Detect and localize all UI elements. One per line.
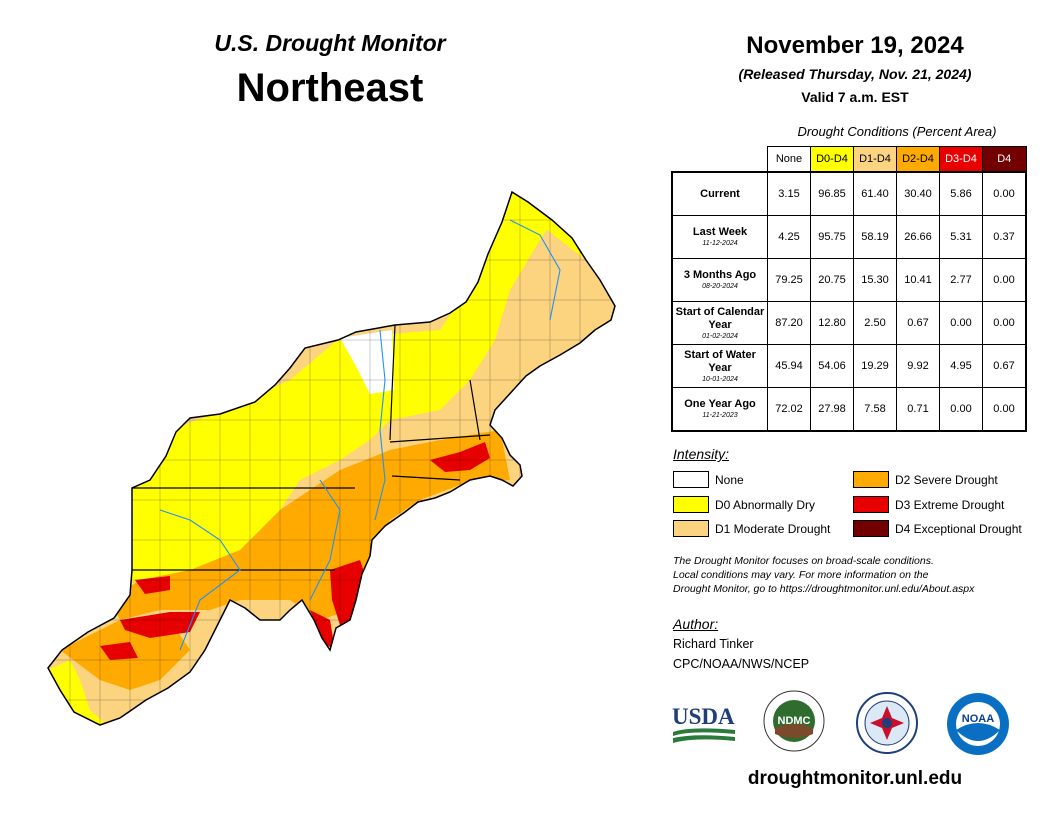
table-cell: 27.98 (810, 387, 854, 432)
legend-heading: Intensity: (673, 446, 730, 462)
disclaimer-note: The Drought Monitor focuses on broad-sca… (673, 554, 1043, 596)
table-cell: 26.66 (896, 215, 940, 259)
legend-swatch-d4 (853, 520, 889, 537)
table-cell: 0.37 (982, 215, 1027, 259)
table-cell: 87.20 (767, 301, 811, 345)
noaa-logo: NOAA (947, 693, 1009, 755)
legend-label: None (715, 472, 744, 487)
legend-swatch-d0 (673, 496, 709, 513)
table-cell: 79.25 (767, 258, 811, 302)
table-cell: 10.41 (896, 258, 940, 302)
row-label-current: Current (671, 171, 768, 216)
nws-logo (856, 692, 918, 754)
row-label-last-week: Last Week 11-12-2024 (671, 215, 768, 259)
table-row: Start of Water Year 10-01-2024 45.94 54.0… (671, 344, 1027, 388)
legend-swatch-d2 (853, 471, 889, 488)
legend-item-d0: D0 Abnormally Dry (673, 496, 815, 513)
table-cell: 0.71 (896, 387, 940, 432)
legend-item-d1: D1 Moderate Drought (673, 520, 830, 537)
table-cell: 19.29 (853, 344, 897, 388)
legend-label: D1 Moderate Drought (715, 521, 831, 536)
release-date: (Released Thursday, Nov. 21, 2024) (738, 66, 972, 82)
table-corner (672, 147, 768, 173)
table-cell: 0.00 (982, 387, 1027, 432)
table-cell: 72.02 (767, 387, 811, 432)
table-cell: 5.31 (939, 215, 983, 259)
legend-item-none: None (673, 471, 744, 488)
col-header-none: None (767, 146, 811, 173)
col-header-d0-d4: D0-D4 (810, 146, 854, 173)
legend-label: D3 Extreme Drought (895, 497, 1005, 512)
table-cell: 0.67 (896, 301, 940, 345)
table-cell: 0.00 (939, 387, 983, 432)
table-cell: 2.77 (939, 258, 983, 302)
row-label-3-months-ago: 3 Months Ago 08-20-2024 (671, 258, 768, 302)
table-cell: 20.75 (810, 258, 854, 302)
table-cell: 58.19 (853, 215, 897, 259)
row-label-start-of-calendar-year: Start of Calendar Year 01-02-2024 (671, 301, 768, 345)
table-cell: 7.58 (853, 387, 897, 432)
ndmc-logo: NDMC (763, 690, 825, 752)
table-caption: Drought Conditions (Percent Area) (797, 124, 997, 139)
table-cell: 95.75 (810, 215, 854, 259)
noaa-logo-text: NOAA (962, 713, 994, 725)
table-cell: 0.67 (982, 344, 1027, 388)
table-cell: 0.00 (939, 301, 983, 345)
drought-conditions-table: None D0-D4 D1-D4 D2-D4 D3-D4 D4 Current … (671, 146, 1027, 432)
table-cell: 0.00 (982, 258, 1027, 302)
table-row: One Year Ago 11-21-2023 72.02 27.98 7.58 … (671, 387, 1027, 432)
valid-time: Valid 7 a.m. EST (801, 89, 909, 105)
table-row: Current 3.15 96.85 61.40 30.40 5.86 0.00 (671, 171, 1027, 216)
row-label-one-year-ago: One Year Ago 11-21-2023 (671, 387, 768, 432)
footer-url[interactable]: droughtmonitor.unl.edu (747, 768, 963, 789)
map-date: November 19, 2024 (746, 32, 964, 59)
usda-logo-text: USDA (672, 704, 735, 729)
table-cell: 45.94 (767, 344, 811, 388)
legend-swatch-d1 (673, 520, 709, 537)
usda-logo: USDA (672, 704, 735, 743)
table-cell: 96.85 (810, 171, 854, 216)
col-header-d4: D4 (982, 146, 1027, 173)
legend-label: D4 Exceptional Drought (895, 521, 1022, 536)
legend-item-d4: D4 Exceptional Drought (853, 520, 1022, 537)
col-header-d2-d4: D2-D4 (896, 146, 940, 173)
col-header-d1-d4: D1-D4 (853, 146, 897, 173)
table-cell: 9.92 (896, 344, 940, 388)
note-line: Local conditions may vary. For more info… (673, 569, 929, 581)
table-cell: 0.00 (982, 171, 1027, 216)
northeast-drought-map (47, 190, 616, 726)
table-cell: 2.50 (853, 301, 897, 345)
table-cell: 4.95 (939, 344, 983, 388)
table-cell: 3.15 (767, 171, 811, 216)
table-cell: 30.40 (896, 171, 940, 216)
note-line: Drought Monitor, go to https://droughtmo… (673, 583, 975, 595)
table-cell: 12.80 (810, 301, 854, 345)
legend-label: D2 Severe Drought (895, 472, 998, 487)
table-cell: 5.86 (939, 171, 983, 216)
author-org: CPC/NOAA/NWS/NCEP (673, 657, 810, 671)
ndmc-logo-text: NDMC (778, 715, 811, 727)
note-line: The Drought Monitor focuses on broad-sca… (673, 555, 934, 567)
region-title: Northeast (236, 66, 424, 110)
table-row: Start of Calendar Year 01-02-2024 87.20 1… (671, 301, 1027, 345)
legend-swatch-d3 (853, 496, 889, 513)
table-cell: 54.06 (810, 344, 854, 388)
table-cell: 0.00 (982, 301, 1027, 345)
table-row: Last Week 11-12-2024 4.25 95.75 58.19 26.… (671, 215, 1027, 259)
row-label-start-of-water-year: Start of Water Year 10-01-2024 (671, 344, 768, 388)
map-title: U.S. Drought Monitor (214, 30, 446, 56)
legend-item-d3: D3 Extreme Drought (853, 496, 1004, 513)
legend-item-d2: D2 Severe Drought (853, 471, 998, 488)
table-row: 3 Months Ago 08-20-2024 79.25 20.75 15.30… (671, 258, 1027, 302)
table-cell: 61.40 (853, 171, 897, 216)
col-header-d3-d4: D3-D4 (939, 146, 983, 173)
table-cell: 15.30 (853, 258, 897, 302)
author-name: Richard Tinker (673, 637, 754, 651)
legend-swatch-none (673, 471, 709, 488)
author-heading: Author: (673, 616, 719, 632)
legend-label: D0 Abnormally Dry (715, 497, 816, 512)
table-cell: 4.25 (767, 215, 811, 259)
